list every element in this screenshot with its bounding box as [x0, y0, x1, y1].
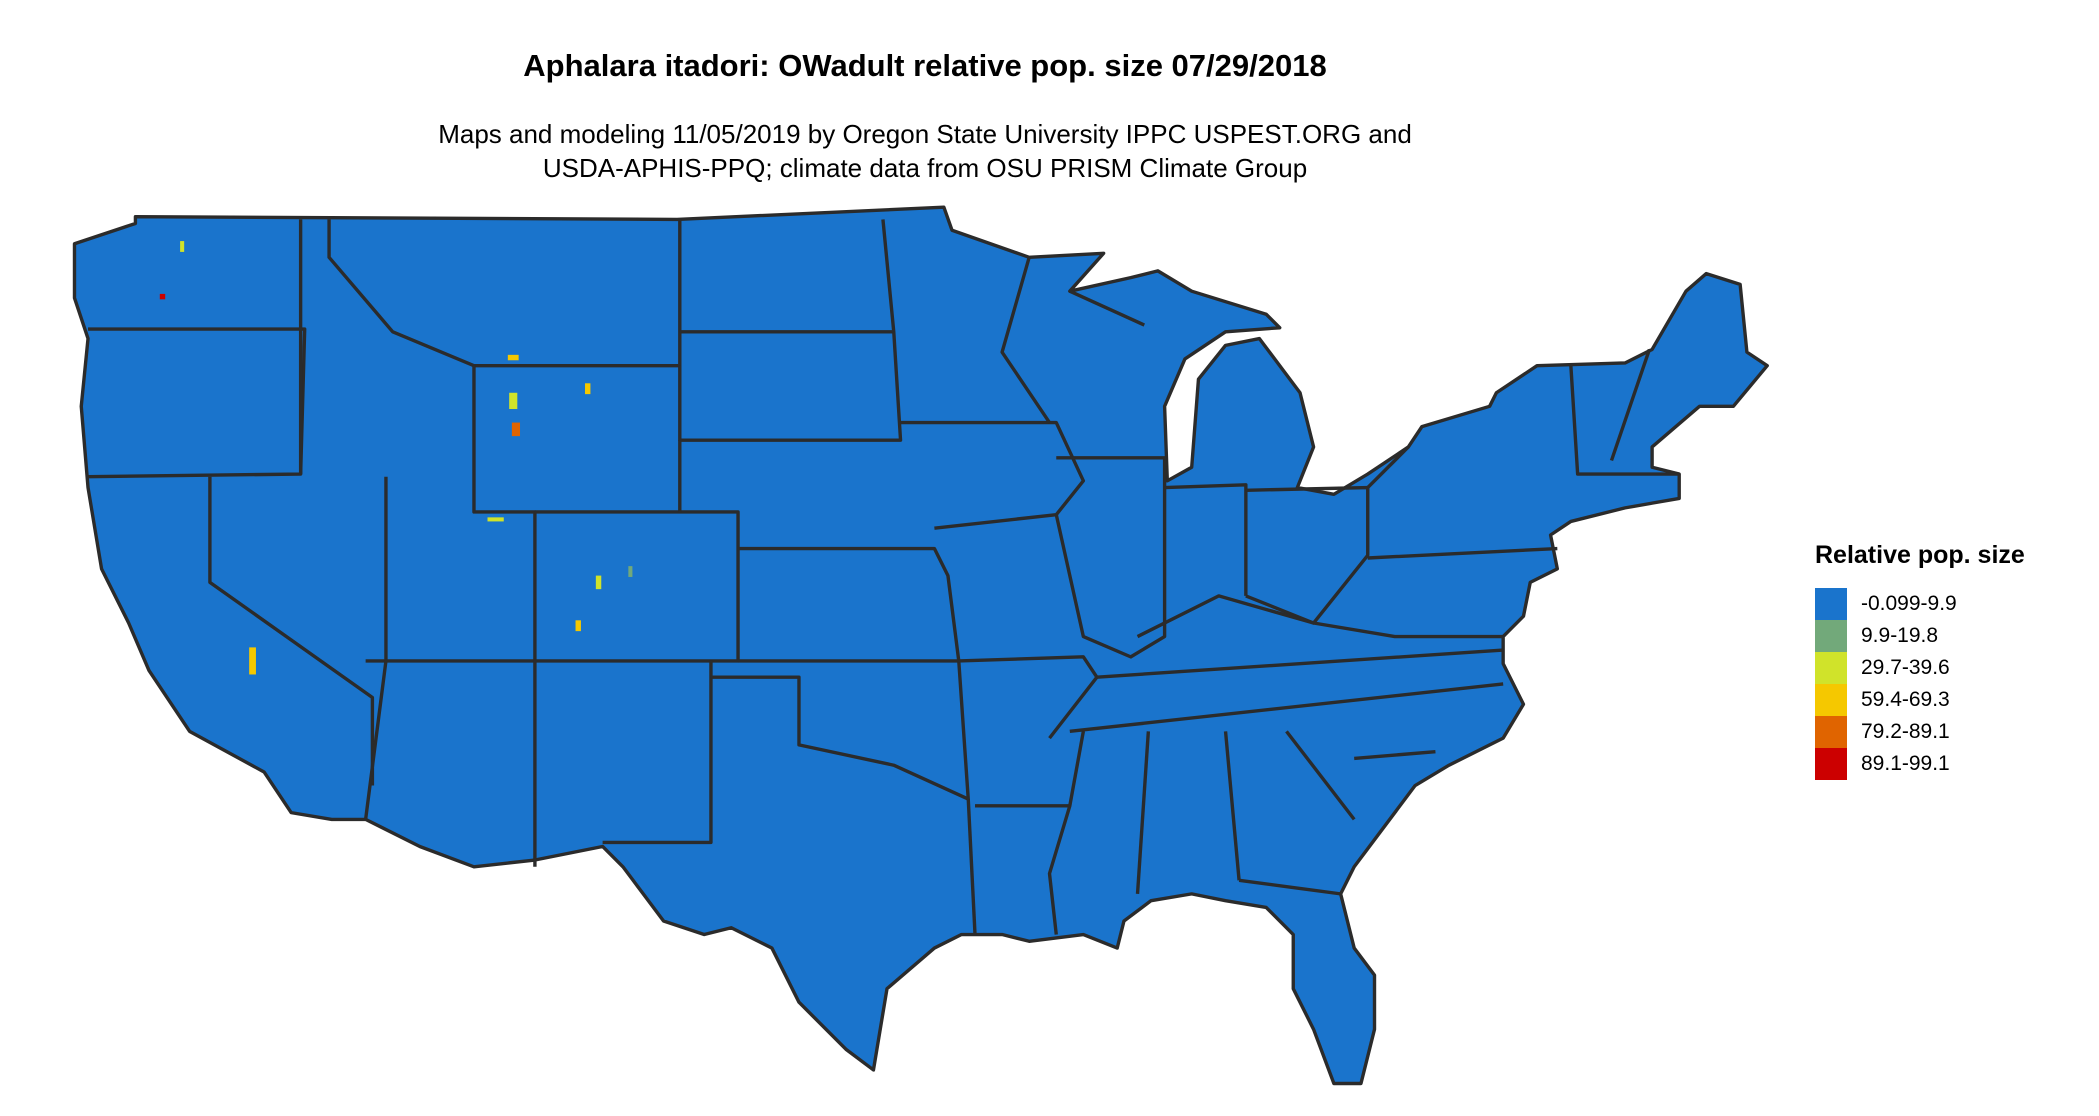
legend-item: 89.1-99.1 — [1815, 748, 2025, 780]
legend-swatch — [1815, 748, 1847, 780]
us-outline — [72, 205, 1769, 1086]
legend: Relative pop. size -0.099-9.9 9.9-19.8 29.… — [1815, 541, 2025, 780]
legend-label: 29.7-39.6 — [1861, 656, 1950, 679]
legend-swatch — [1815, 620, 1847, 652]
legend-item: 59.4-69.3 — [1815, 684, 2025, 716]
state-borders — [88, 219, 1680, 935]
legend-title: Relative pop. size — [1815, 541, 2025, 569]
legend-swatch — [1815, 652, 1847, 684]
legend-label: 9.9-19.8 — [1861, 624, 1939, 647]
legend-swatch — [1815, 716, 1847, 748]
legend-swatch — [1815, 684, 1847, 716]
legend-item: 9.9-19.8 — [1815, 620, 2025, 652]
legend-label: -0.099-9.9 — [1861, 592, 1957, 615]
legend-label: 89.1-99.1 — [1861, 752, 1950, 775]
legend-item: -0.099-9.9 — [1815, 588, 2025, 620]
legend-item: 79.2-89.1 — [1815, 716, 2025, 748]
hotspots — [159, 241, 633, 675]
legend-label: 79.2-89.1 — [1861, 720, 1950, 743]
legend-label: 59.4-69.3 — [1861, 688, 1950, 711]
subtitle-line-2: USDA-APHIS-PPQ; climate data from OSU PR… — [542, 153, 1308, 183]
map-subtitle: Maps and modeling 11/05/2019 by Oregon S… — [0, 117, 1850, 185]
legend-swatch — [1815, 588, 1847, 620]
subtitle-line-1: Maps and modeling 11/05/2019 by Oregon S… — [438, 119, 1412, 149]
legend-item: 29.7-39.6 — [1815, 652, 2025, 684]
map-title: Aphalara itadori: OWadult relative pop. … — [523, 48, 1327, 83]
